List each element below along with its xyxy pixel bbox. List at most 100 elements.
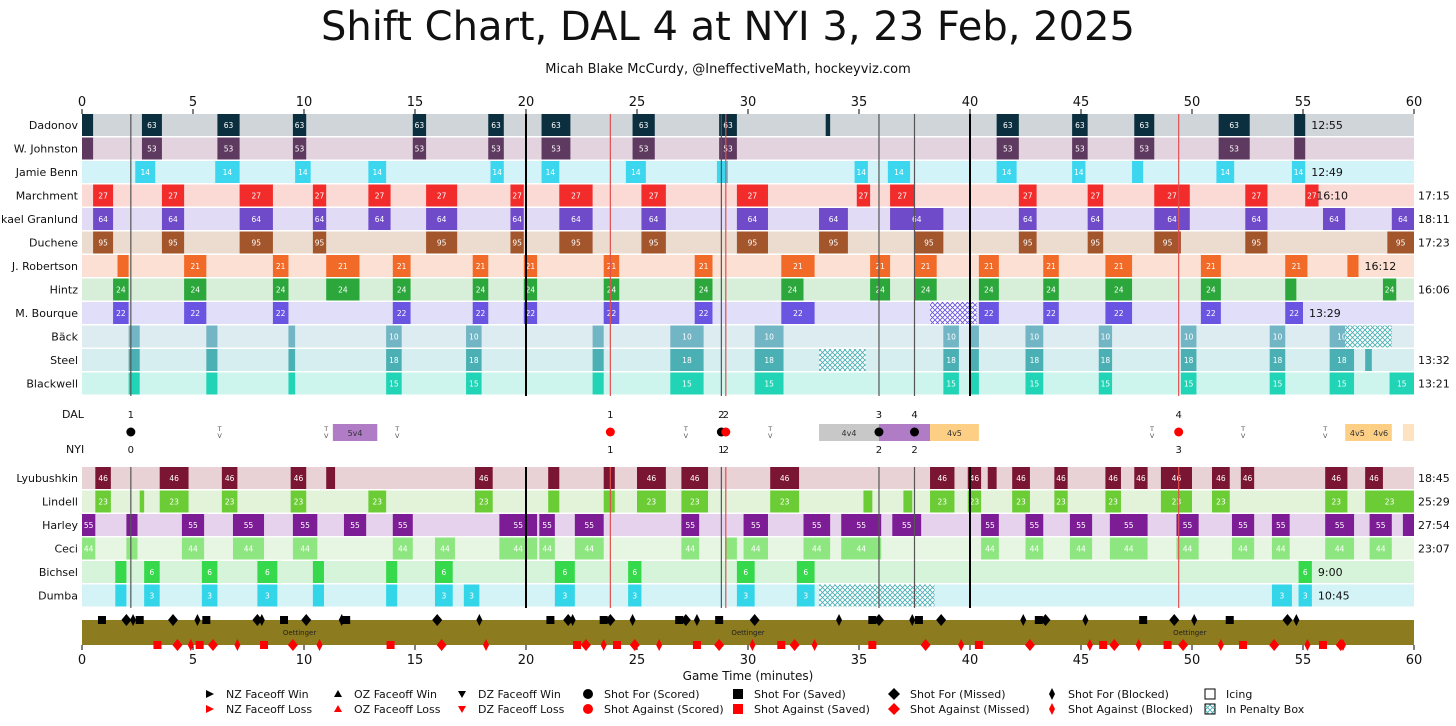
shift-bar xyxy=(970,349,979,371)
shift-number: 64 xyxy=(98,215,108,224)
shift-bar xyxy=(1098,349,1113,371)
shift-number: 3 xyxy=(632,592,637,601)
shift-bar xyxy=(1025,537,1044,560)
shift-number: 14 xyxy=(631,168,641,177)
shift-number: 44 xyxy=(513,545,523,554)
shift-bar xyxy=(541,114,571,136)
shift-bar xyxy=(725,537,737,560)
strength-label: 4v4 xyxy=(842,429,857,438)
shift-number: 21 xyxy=(397,262,407,271)
shift-bar xyxy=(472,302,489,324)
shift-bar xyxy=(716,161,729,183)
shot-for-mark xyxy=(563,614,574,626)
shot-for-mark xyxy=(258,614,265,626)
legend-item: Shot For (Saved) xyxy=(733,688,846,701)
shift-number: 23 xyxy=(647,498,657,507)
shift-bar xyxy=(914,278,937,301)
shift-bar xyxy=(694,255,713,277)
shift-number: 55 xyxy=(513,521,523,530)
shift-number: 24 xyxy=(1114,286,1124,295)
shift-number: 95 xyxy=(1091,239,1101,248)
nyi-score-label: 1 xyxy=(607,445,613,456)
shot-for-mark xyxy=(97,616,106,624)
time-on-ice: 13:21 xyxy=(1418,378,1450,391)
shift-bar xyxy=(386,372,402,395)
shift-bar xyxy=(1389,372,1414,395)
shift-number: 44 xyxy=(1238,545,1248,554)
bottom-tick-label: 20 xyxy=(518,653,535,668)
shift-number: 64 xyxy=(912,215,922,224)
top-tick-label: 40 xyxy=(962,95,979,110)
shift-bar xyxy=(161,231,185,254)
legend-item: Shot For (Blocked) xyxy=(1049,688,1169,701)
shift-number: 95 xyxy=(924,239,934,248)
shift-number: 14 xyxy=(1221,168,1231,177)
shift-bar xyxy=(1240,467,1255,489)
shot-for-mark xyxy=(749,614,760,626)
bottom-tick-label: 50 xyxy=(1184,653,1201,668)
top-tick-label: 30 xyxy=(740,95,757,110)
shift-number: 6 xyxy=(150,568,155,577)
shift-bar xyxy=(466,349,482,371)
shift-number: 24 xyxy=(476,286,486,295)
shot-for-mark xyxy=(569,614,576,626)
shift-bar xyxy=(1365,490,1414,513)
shot-against-mark xyxy=(580,639,591,651)
shift-bar xyxy=(803,514,831,536)
nyi-score-label: 1 xyxy=(718,445,724,456)
shift-number: 24 xyxy=(1046,286,1056,295)
shift-bar xyxy=(1018,208,1037,230)
bottom-tick-label: 45 xyxy=(1073,653,1090,668)
shift-number: 3 xyxy=(265,592,270,601)
shift-number: 15 xyxy=(469,380,479,389)
row-background xyxy=(82,349,1414,371)
legend-item: Shot Against (Missed) xyxy=(888,703,1030,716)
time-on-ice: 12:55 xyxy=(1311,119,1343,132)
shift-number: 55 xyxy=(300,521,310,530)
shift-number: 18 xyxy=(469,356,479,365)
shot-against-mark xyxy=(287,639,298,651)
shift-number: 22 xyxy=(607,309,617,318)
shift-bar xyxy=(1105,278,1133,301)
shift-number: 27 xyxy=(1167,192,1177,201)
top-tick-label: 15 xyxy=(407,95,424,110)
shift-bar xyxy=(1285,302,1303,324)
shift-bar xyxy=(128,349,140,371)
shift-number: 3 xyxy=(150,592,155,601)
shift-number: 46 xyxy=(294,474,304,483)
shift-bar xyxy=(93,184,114,207)
shift-number: 64 xyxy=(829,215,839,224)
shot-for-mark xyxy=(1293,614,1300,626)
nyi-row-harley: Harley 55 55 55 55 55 55 55 55 55 55 55 55 55 55 55 55 55… xyxy=(42,514,1450,536)
shift-bar xyxy=(943,325,959,348)
legend-label: Shot Against (Saved) xyxy=(754,703,870,716)
shift-number: 22 xyxy=(116,309,126,318)
shift-bar xyxy=(1025,325,1044,348)
dal-row-mikael-granlund: Mikael Granlund 64 64 64 64 64 64 64 64 64 64 64 64 6… xyxy=(0,208,1450,230)
shift-number: 6 xyxy=(562,568,567,577)
shot-against-mark xyxy=(629,639,640,651)
shift-bar xyxy=(523,278,538,301)
shot-for-mark xyxy=(873,614,884,626)
shift-bar xyxy=(292,537,318,560)
shift-bar xyxy=(1218,114,1250,136)
shift-number: 55 xyxy=(686,521,696,530)
top-tick-label: 20 xyxy=(518,95,535,110)
shift-bar xyxy=(312,184,327,207)
shot-against-mark xyxy=(483,639,490,651)
legend-item: In Penalty Box xyxy=(1204,703,1305,716)
shift-number: 64 xyxy=(168,215,178,224)
shift-number: 23 xyxy=(1385,498,1395,507)
legend-item: Shot For (Missed) xyxy=(888,688,1006,701)
tv-timeout-v: V xyxy=(684,432,689,440)
row-background xyxy=(82,137,1414,160)
shift-number: 14 xyxy=(856,168,866,177)
shift-number: 64 xyxy=(512,215,522,224)
shift-bar xyxy=(1271,584,1292,607)
shift-bar xyxy=(488,137,504,160)
shift-number: 53 xyxy=(147,145,157,154)
shift-number: 6 xyxy=(743,568,748,577)
shift-bar xyxy=(1325,467,1348,489)
shift-number: 21 xyxy=(793,262,803,271)
shot-against-mark xyxy=(1024,639,1035,651)
